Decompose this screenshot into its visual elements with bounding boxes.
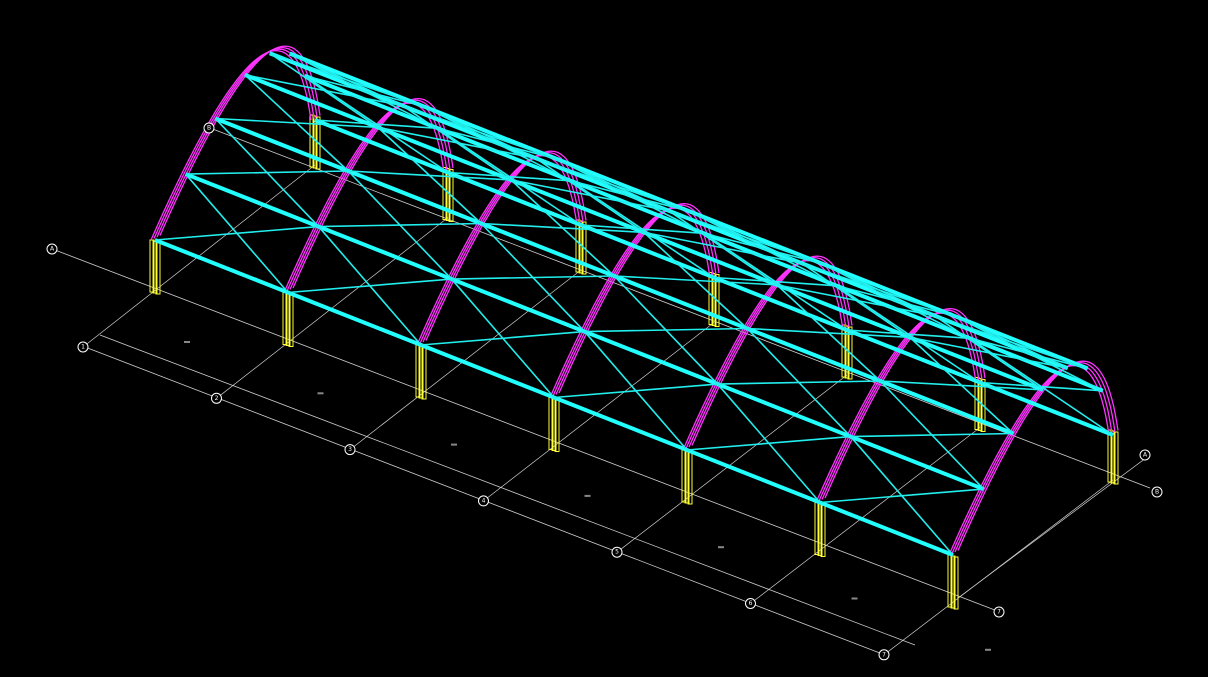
purlins (154, 51, 1114, 557)
bracing (347, 170, 453, 280)
column (442, 167, 448, 220)
bracing (244, 74, 349, 172)
bracing (909, 336, 1014, 435)
bracing (377, 126, 482, 225)
grid-bubble (203, 122, 215, 134)
column (149, 239, 155, 293)
arch (153, 48, 315, 239)
bracing (716, 383, 821, 504)
grid-bubble (211, 392, 222, 404)
grid-bubble-label: A (1143, 452, 1148, 459)
grid-bubble (1151, 486, 1163, 498)
bracing (643, 231, 748, 330)
grid-bubble (77, 341, 89, 353)
dimension-text (451, 443, 457, 446)
dimension-text (985, 648, 991, 651)
grid-line (483, 322, 715, 502)
bracing (510, 179, 615, 277)
bracing (314, 119, 438, 130)
dimension-text (851, 597, 858, 600)
dimension-line (99, 334, 916, 646)
grid-bubble-label: 5 (615, 549, 619, 556)
grid-bubble-label: 3 (348, 446, 352, 453)
bracing (849, 436, 954, 556)
bracing (304, 75, 423, 107)
grid-bubble-label: 4 (482, 497, 486, 504)
column (1113, 431, 1119, 485)
bracing (969, 337, 1088, 370)
column (714, 274, 720, 327)
column (309, 114, 315, 168)
bracing (447, 171, 571, 182)
column (708, 272, 714, 325)
bracing (613, 275, 719, 385)
bracing (480, 222, 586, 333)
bracing (713, 276, 837, 287)
bracing (934, 315, 1044, 391)
grid-bubble (344, 444, 356, 456)
grid-line (750, 427, 981, 604)
grid-bubble-label: A (50, 246, 55, 253)
grid-bubble (993, 606, 1005, 618)
grid-bubble-label: B (207, 125, 211, 132)
grid-bubbles: 1 2 3 4 5 6 7 A B A B 7 (46, 122, 1163, 661)
bracing (879, 380, 985, 490)
bracing (269, 52, 379, 129)
column (581, 221, 587, 275)
bracing (317, 226, 422, 346)
column (1110, 430, 1116, 484)
bracing (184, 173, 289, 294)
bracing (437, 127, 556, 160)
bracing (979, 381, 1103, 392)
grid-bubble (611, 546, 623, 558)
column (980, 379, 986, 432)
grid-bubble (1139, 449, 1151, 461)
bracing (836, 285, 955, 317)
grid-bubble-label: 7 (882, 651, 886, 658)
bracing (402, 105, 512, 181)
grid-line (616, 374, 848, 553)
column (1107, 429, 1113, 483)
bracing (703, 232, 822, 265)
column (953, 556, 959, 610)
arch (150, 49, 312, 241)
bracing (450, 278, 555, 399)
axis-line (209, 127, 1151, 489)
column (315, 116, 321, 170)
column (847, 326, 853, 380)
column (575, 219, 581, 273)
bracing (801, 262, 911, 339)
grid-bubble-label: B (1155, 489, 1159, 496)
column (841, 324, 847, 378)
bracing (846, 329, 970, 340)
bracing (535, 157, 645, 234)
bracing (668, 210, 778, 286)
bracing (776, 284, 881, 382)
dimension-text (317, 392, 324, 395)
grid-bubble-label: 6 (749, 600, 753, 607)
column (950, 555, 956, 609)
grid-line (349, 269, 582, 450)
grid-bubble (46, 243, 58, 255)
grid-bubble-label: 2 (215, 395, 219, 402)
dimension-text (584, 494, 591, 497)
grid-bubble (478, 495, 489, 507)
axis-line (54, 249, 1001, 613)
grid-bubble-label: 7 (997, 609, 1001, 616)
grid-bubble (878, 649, 890, 661)
column (448, 169, 454, 222)
dimension-text (184, 341, 190, 343)
grid-bubble (745, 598, 756, 609)
bracing (580, 224, 704, 235)
bracing (583, 331, 688, 451)
bracing (214, 117, 320, 228)
bracing (570, 180, 689, 212)
grid-bubble-label: 1 (81, 344, 85, 351)
bracing (746, 327, 852, 438)
dimension-text (718, 546, 724, 549)
column (974, 377, 980, 430)
